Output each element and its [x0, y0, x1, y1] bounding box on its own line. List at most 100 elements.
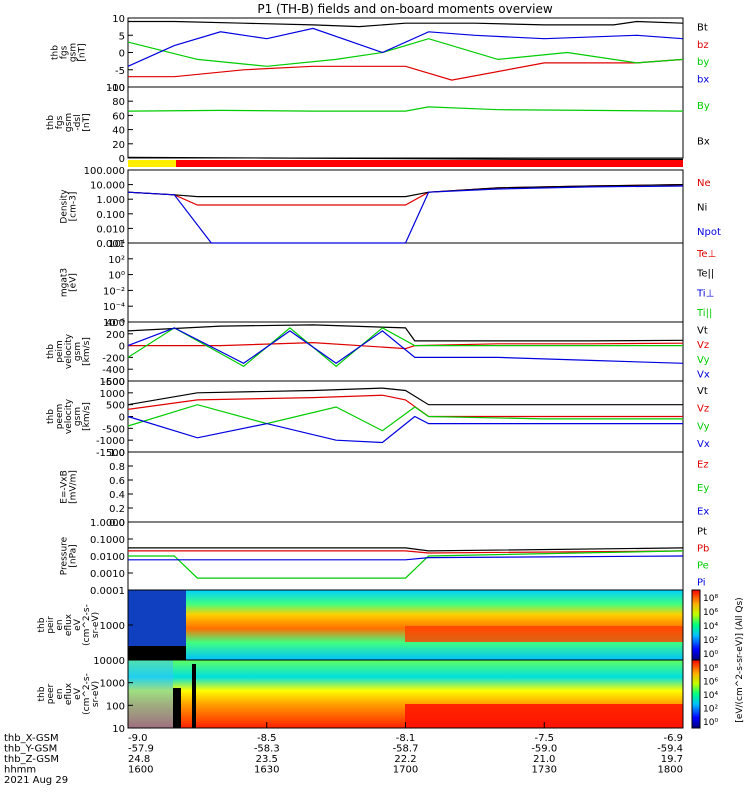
y-tick-label-fgs: 10 [112, 14, 125, 25]
y-tick-label-fgs-dsl: 20 [112, 140, 125, 151]
y-tick-label-peem-velocity: 0 [119, 413, 125, 424]
colorbar-tick-upper: 10⁰ [703, 650, 718, 660]
series-Vx [127, 327, 684, 365]
y-axis-label-line: peer [46, 683, 56, 704]
y-tick-label-pressure: 1.0000 [90, 518, 125, 529]
y-axis-label-line: thb [46, 115, 56, 130]
legend-temperature-Te⊥: Te⊥ [696, 249, 716, 260]
series-Vy [127, 404, 683, 432]
y-axis-label-line: [cm-3] [69, 192, 79, 222]
series-Ni [127, 184, 684, 198]
y-axis-label-line: [km/s] [82, 402, 92, 431]
x-column-value: 23.5 [256, 754, 278, 765]
series-Bx [127, 156, 683, 160]
y-tick-label-pressure: 0.0100 [90, 552, 125, 563]
y-tick-label-density: 100.000 [84, 166, 125, 177]
y-axis-label-line: [km/s] [82, 337, 92, 366]
legend-efield-Ex: Ex [697, 506, 709, 517]
colorbar-tick-upper: 10² [703, 636, 718, 646]
y-tick-label-temperature: 10⁴ [108, 239, 125, 250]
y-tick-label-peim-velocity: -600 [102, 377, 125, 388]
y-tick-label-peem-velocity: -500 [102, 424, 125, 435]
colorbar-tick-lower: 10² [703, 705, 718, 715]
series-Pb [128, 550, 684, 554]
series-bz [128, 58, 684, 81]
x-column-value: -59.4 [657, 744, 683, 755]
y-tick-label-pressure: 0.1000 [90, 535, 125, 546]
legend-efield-Ey: Ey [697, 483, 709, 494]
legend-peem-velocity-Vy: Vy [697, 421, 710, 432]
y-axis-label-line: gsm [73, 407, 83, 426]
x-column-value: -9.0 [128, 733, 148, 744]
y-axis-label-line: sr-eV) [91, 681, 101, 707]
colorbar-tick-upper: 10⁴ [703, 622, 718, 632]
series-By [127, 106, 684, 112]
y-axis-label-line: eV [73, 687, 83, 700]
peer-spectrogram-early-block [128, 660, 173, 728]
y-axis-label-line: fgs [60, 45, 70, 59]
y-tick-label-fgs-dsl: 40 [112, 126, 125, 137]
y-tick-label-fgs: -10 [109, 83, 125, 94]
series-Vt [127, 324, 684, 342]
colorbar-layer: 10⁸ 10⁶ 10⁴ 10² 10⁰ 10⁸ 10⁶ 10⁴ 10² 10⁰ [eV/(cm^2-… [691, 589, 745, 729]
legend-fgs-Bt: Bt [697, 23, 708, 34]
y-tick-label-fgs: 5 [119, 31, 125, 42]
y-axis-label-temperature: mgat3 [eV] [60, 268, 79, 297]
y-tick-label-peem-velocity: 1500 [100, 377, 125, 388]
y-tick-label-efield: 0.0 [109, 518, 125, 529]
series-Vt [127, 387, 683, 406]
y-axis-label-line: sr-eV) [91, 612, 101, 638]
legend-density-Npot: Npot [697, 227, 721, 238]
series-by [127, 38, 684, 67]
colorbar-lower [691, 659, 701, 729]
colorbar-tick-lower: 10⁴ [703, 691, 718, 701]
y-tick-label-peem-velocity: 1000 [100, 389, 125, 400]
series-Vx [127, 415, 683, 444]
y-tick-label-temperature: 10² [108, 255, 125, 266]
legend-pressure-Pi: Pi [697, 578, 706, 589]
legend-fgs-bz: bz [697, 40, 709, 51]
peir-spectrogram-fill [128, 590, 683, 660]
y-tick-label-temperature: 10⁻² [103, 286, 125, 297]
x-column-value: 24.8 [128, 754, 150, 765]
legend-temperature-Ti||: Ti|| [696, 308, 712, 319]
y-tick-label-efield: 0.8 [109, 462, 125, 473]
y-axis-label-line: Pressure [60, 536, 70, 575]
x-column-value: -58.3 [254, 744, 280, 755]
panel-frame-peim-velocity [127, 321, 684, 382]
y-tick-label-density: 0.100 [96, 210, 125, 221]
x-column-value: -59.0 [531, 744, 557, 755]
x-column-value: 21.0 [533, 754, 555, 765]
y-axis-label-line: -dsl [73, 114, 83, 130]
legend-peem-velocity-Vz: Vz [697, 404, 709, 415]
y-axis-label-line: thb [51, 45, 61, 60]
series-Pe [128, 550, 684, 579]
y-tick-label-efield: 0.6 [109, 476, 125, 487]
legend-layer: Bt bz by bx By Bx Ne Ni Npot Te⊥ Te|| Ti⊥ Ti|| Vt Vz Vy… [696, 23, 721, 589]
series-Pi [128, 555, 684, 561]
panel-frame-fgs-dsl [127, 86, 684, 159]
series-layer [127, 20, 684, 579]
y-tick-label-peem-velocity: -1500 [96, 448, 125, 459]
y-axis-label-efield: E=-VxB [mV/m] [60, 470, 79, 504]
colorbar-tick-upper: 10⁸ [703, 594, 718, 604]
y-axis-label-line: gsm [64, 113, 74, 132]
y-tick-label-temperature: 10⁻⁶ [103, 318, 125, 329]
legend-fgs-bx: bx [697, 74, 709, 85]
x-column-value: -8.5 [257, 733, 277, 744]
legend-peim-velocity-Vx: Vx [697, 370, 710, 381]
y-axis-label-line: eflux [64, 682, 74, 705]
legend-temperature-Ti⊥: Ti⊥ [696, 288, 714, 299]
series-Vz [128, 341, 684, 350]
y-tick-label-peim-velocity: 0 [119, 342, 125, 353]
y-axis-label-line: thb [37, 617, 47, 632]
y-axis-label-line: peim [55, 340, 65, 363]
series-Vz [127, 394, 683, 418]
legend-peem-velocity-Vx: Vx [697, 439, 710, 450]
y-axis-label-line: [nT] [78, 43, 88, 61]
y-tick-label-efield: 0.2 [109, 504, 125, 515]
mode-bar-red [176, 160, 683, 167]
peer-spectrogram-gap-2 [192, 664, 196, 728]
